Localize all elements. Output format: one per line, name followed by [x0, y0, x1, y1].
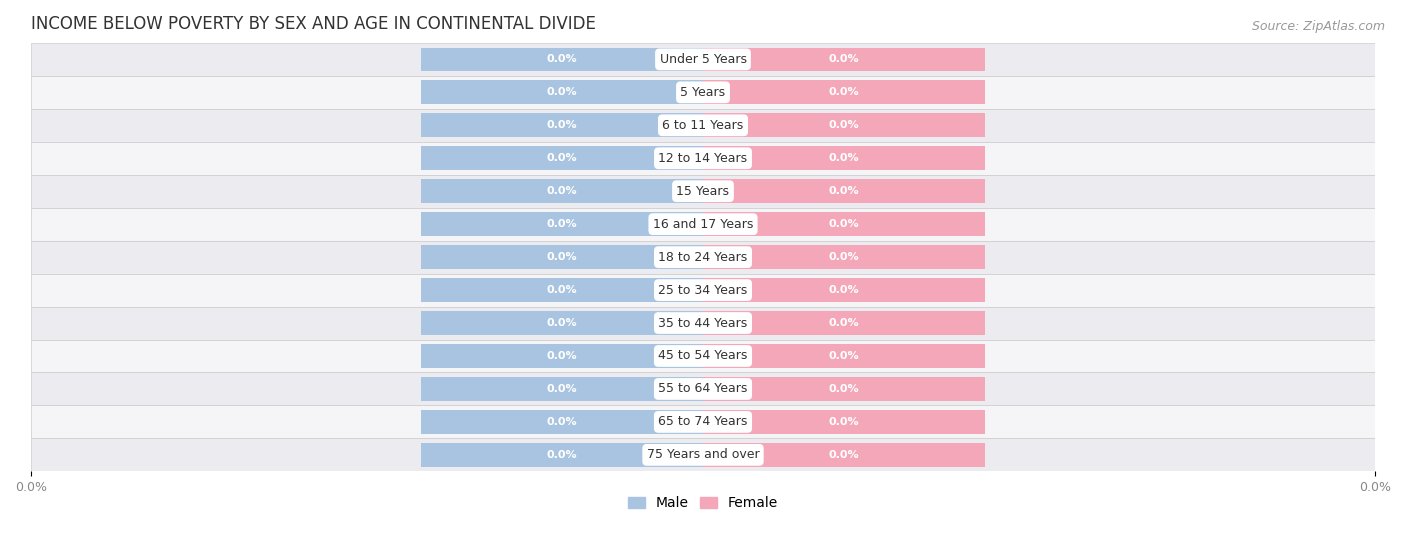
- Text: 35 to 44 Years: 35 to 44 Years: [658, 316, 748, 330]
- Bar: [703, 410, 986, 434]
- Text: 15 Years: 15 Years: [676, 184, 730, 198]
- Text: 55 to 64 Years: 55 to 64 Years: [658, 382, 748, 395]
- Text: 6 to 11 Years: 6 to 11 Years: [662, 119, 744, 132]
- Bar: [420, 443, 703, 467]
- Text: 0.0%: 0.0%: [547, 219, 578, 229]
- Bar: [703, 377, 986, 401]
- Bar: [703, 146, 986, 170]
- Text: 0.0%: 0.0%: [547, 351, 578, 361]
- Bar: [703, 48, 986, 71]
- Text: 0.0%: 0.0%: [547, 54, 578, 64]
- Text: 0.0%: 0.0%: [828, 450, 859, 460]
- Bar: [420, 80, 703, 104]
- Bar: [420, 245, 703, 269]
- Bar: [703, 212, 986, 236]
- Text: 0.0%: 0.0%: [828, 252, 859, 262]
- Bar: [31, 109, 1375, 142]
- Bar: [703, 443, 986, 467]
- Bar: [31, 405, 1375, 438]
- Bar: [31, 273, 1375, 306]
- Text: 65 to 74 Years: 65 to 74 Years: [658, 415, 748, 428]
- Bar: [420, 113, 703, 137]
- Text: 0.0%: 0.0%: [828, 87, 859, 97]
- Text: 75 Years and over: 75 Years and over: [647, 448, 759, 461]
- Text: 18 to 24 Years: 18 to 24 Years: [658, 250, 748, 264]
- Text: 0.0%: 0.0%: [547, 153, 578, 163]
- Text: 0.0%: 0.0%: [547, 384, 578, 394]
- Text: 0.0%: 0.0%: [828, 120, 859, 130]
- Text: 0.0%: 0.0%: [547, 252, 578, 262]
- Bar: [31, 43, 1375, 76]
- Text: 25 to 34 Years: 25 to 34 Years: [658, 283, 748, 297]
- Bar: [31, 76, 1375, 109]
- Text: 0.0%: 0.0%: [547, 186, 578, 196]
- Text: 0.0%: 0.0%: [828, 384, 859, 394]
- Text: INCOME BELOW POVERTY BY SEX AND AGE IN CONTINENTAL DIVIDE: INCOME BELOW POVERTY BY SEX AND AGE IN C…: [31, 15, 596, 33]
- Text: 0.0%: 0.0%: [547, 87, 578, 97]
- Bar: [420, 179, 703, 203]
- Bar: [31, 175, 1375, 208]
- Text: 0.0%: 0.0%: [828, 219, 859, 229]
- Bar: [31, 208, 1375, 240]
- Text: 0.0%: 0.0%: [828, 351, 859, 361]
- Bar: [420, 212, 703, 236]
- Bar: [703, 113, 986, 137]
- Text: 0.0%: 0.0%: [547, 120, 578, 130]
- Text: 0.0%: 0.0%: [547, 285, 578, 295]
- Bar: [703, 311, 986, 335]
- Bar: [31, 142, 1375, 175]
- Text: 16 and 17 Years: 16 and 17 Years: [652, 217, 754, 231]
- Bar: [31, 339, 1375, 372]
- Bar: [703, 80, 986, 104]
- Text: 0.0%: 0.0%: [828, 153, 859, 163]
- Text: 5 Years: 5 Years: [681, 86, 725, 99]
- Bar: [31, 372, 1375, 405]
- Text: 45 to 54 Years: 45 to 54 Years: [658, 349, 748, 362]
- Bar: [703, 179, 986, 203]
- Text: 0.0%: 0.0%: [828, 417, 859, 427]
- Bar: [420, 146, 703, 170]
- Bar: [31, 240, 1375, 273]
- Text: Under 5 Years: Under 5 Years: [659, 53, 747, 66]
- Bar: [420, 344, 703, 368]
- Legend: Male, Female: Male, Female: [623, 491, 783, 516]
- Text: 0.0%: 0.0%: [547, 450, 578, 460]
- Bar: [703, 278, 986, 302]
- Bar: [420, 311, 703, 335]
- Text: 0.0%: 0.0%: [547, 417, 578, 427]
- Text: 0.0%: 0.0%: [547, 318, 578, 328]
- Bar: [420, 410, 703, 434]
- Bar: [420, 48, 703, 71]
- Text: 0.0%: 0.0%: [828, 318, 859, 328]
- Bar: [703, 245, 986, 269]
- Bar: [31, 306, 1375, 339]
- Text: 0.0%: 0.0%: [828, 285, 859, 295]
- Text: Source: ZipAtlas.com: Source: ZipAtlas.com: [1251, 20, 1385, 32]
- Bar: [703, 344, 986, 368]
- Bar: [420, 377, 703, 401]
- Text: 0.0%: 0.0%: [828, 186, 859, 196]
- Text: 12 to 14 Years: 12 to 14 Years: [658, 151, 748, 165]
- Bar: [420, 278, 703, 302]
- Bar: [31, 438, 1375, 471]
- Text: 0.0%: 0.0%: [828, 54, 859, 64]
